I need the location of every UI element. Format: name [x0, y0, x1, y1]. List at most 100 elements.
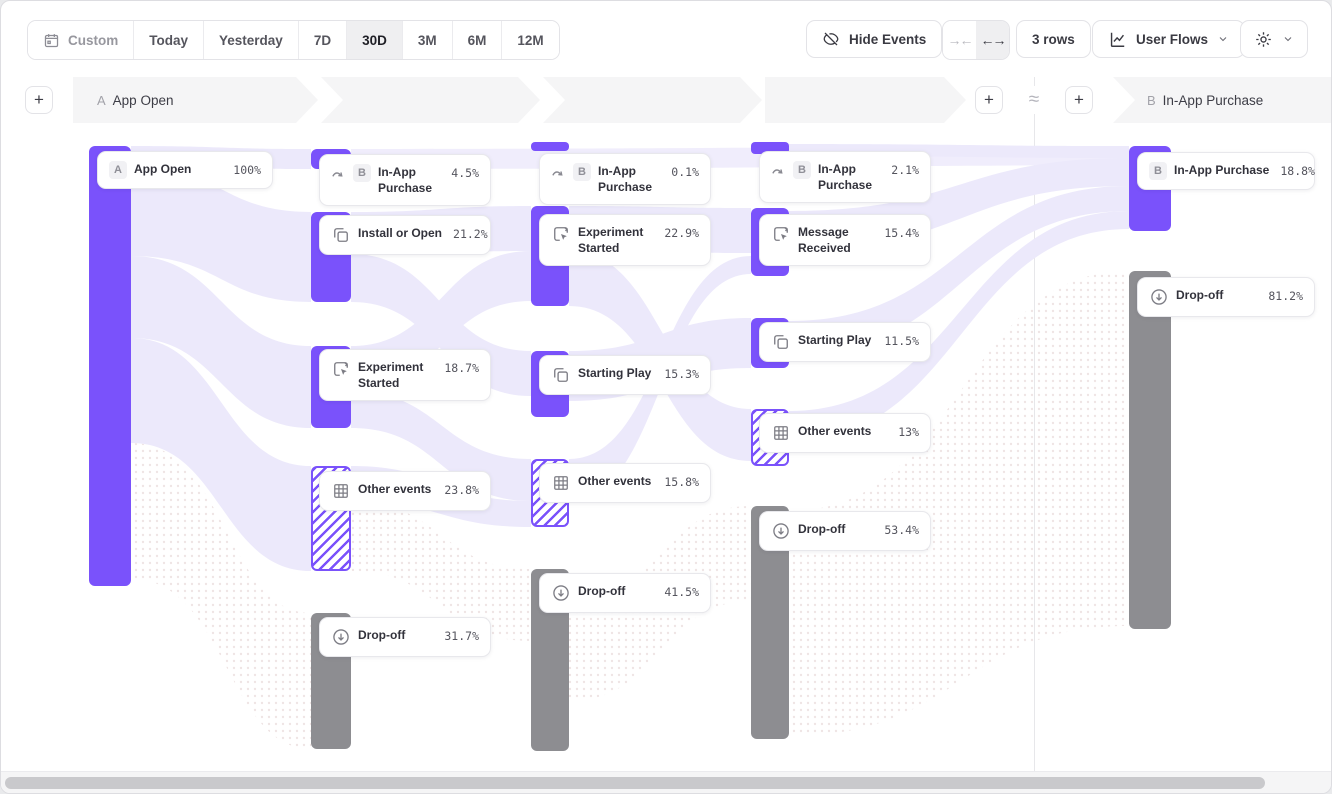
node-value: 21.2% — [453, 227, 488, 241]
date-range-yesterday[interactable]: Yesterday — [204, 21, 299, 59]
copies-icon — [554, 368, 568, 382]
date-range-30d[interactable]: 30D — [347, 21, 403, 59]
step-4-header[interactable] — [765, 77, 966, 123]
date-range-label: Custom — [68, 32, 119, 48]
node-card-drop-off[interactable]: Drop-off 53.4% — [759, 511, 931, 551]
node-value: 18.8% — [1280, 164, 1315, 178]
drop-off-icon — [333, 629, 349, 645]
step-3-header[interactable] — [543, 77, 762, 123]
node-label: App Open — [134, 162, 192, 176]
node-label: In-App Purchase — [818, 162, 873, 193]
experiment-icon — [554, 227, 568, 241]
scrollbar-thumb[interactable] — [5, 777, 1265, 789]
step-b-label: In-App Purchase — [1162, 92, 1264, 108]
node-label: Other events — [358, 482, 432, 496]
node-card-drop-off[interactable]: Drop-off 41.5% — [539, 573, 711, 613]
node-card-message-received[interactable]: Message Received 15.4% — [759, 214, 931, 267]
node-value: 15.4% — [884, 226, 919, 240]
node-label: Drop-off — [798, 522, 846, 536]
hide-events-button[interactable]: Hide Events — [806, 20, 943, 58]
horizontal-scrollbar — [1, 771, 1331, 793]
step-a-badge: A — [97, 92, 106, 108]
add-step-before-b-button[interactable]: + — [1065, 86, 1093, 114]
eye-off-icon — [823, 32, 839, 46]
node-value: 18.7% — [444, 361, 479, 375]
hide-events-label: Hide Events — [849, 31, 927, 47]
node-label: Starting Play — [578, 366, 652, 380]
node-card-drop-off-final[interactable]: Drop-off 81.2% — [1137, 277, 1315, 317]
node-card-experiment-started[interactable]: Experiment Started 18.7% — [319, 349, 491, 402]
date-range-7d[interactable]: 7D — [298, 21, 348, 59]
bar-stepb-drop-off[interactable] — [1129, 271, 1171, 629]
step-a-label: App Open — [112, 92, 174, 108]
skip-arrow-icon — [552, 171, 563, 176]
node-value: 11.5% — [884, 334, 919, 348]
rows-button[interactable]: 3 rows — [1016, 20, 1091, 58]
bar-step3-in-app-purchase[interactable] — [531, 142, 569, 151]
bar-step2-other-events[interactable] — [311, 466, 351, 571]
node-card-experiment-started[interactable]: Experiment Started 22.9% — [539, 214, 711, 267]
node-label: Message Received — [798, 225, 851, 256]
node-card-in-app-purchase[interactable]: B In-App Purchase 2.1% — [759, 151, 931, 204]
node-card-starting-play[interactable]: Starting Play 11.5% — [759, 322, 931, 362]
bar-step1-app-open[interactable] — [89, 146, 131, 586]
node-value: 15.8% — [664, 475, 699, 489]
calendar-icon — [44, 33, 59, 47]
rows-label: 3 rows — [1032, 31, 1075, 47]
gear-icon — [1256, 31, 1271, 47]
add-step-before-button[interactable]: + — [25, 86, 53, 114]
date-range-control: Custom Today Yesterday 7D 30D 3M 6M 12M — [27, 20, 560, 60]
node-card-in-app-purchase[interactable]: B In-App Purchase 4.5% — [319, 154, 491, 207]
event-b-badge: B — [1149, 162, 1167, 180]
node-card-other-events[interactable]: Other events 13% — [759, 413, 931, 453]
node-label: In-App Purchase — [378, 165, 433, 196]
node-card-app-open[interactable]: A App Open 100% — [97, 151, 273, 189]
skip-arrow-icon — [332, 172, 343, 177]
grid-icon — [334, 484, 348, 498]
experiment-icon — [774, 227, 788, 241]
step-a-header[interactable]: A App Open — [73, 77, 318, 123]
date-range-today[interactable]: Today — [134, 21, 205, 59]
date-range-custom[interactable]: Custom — [28, 21, 135, 59]
node-card-install-or-open[interactable]: Install or Open 21.2% — [319, 215, 491, 255]
step-b-header[interactable]: B In-App Purchase — [1113, 77, 1331, 123]
drop-off-icon — [1151, 289, 1167, 305]
settings-button[interactable] — [1240, 20, 1308, 58]
collapse-expand-control: →← ←→ — [942, 20, 1010, 60]
date-range-6m[interactable]: 6M — [452, 21, 503, 59]
node-value: 13% — [898, 425, 919, 439]
event-a-badge: A — [109, 161, 127, 179]
chart-icon — [1110, 32, 1125, 47]
view-selector-label: User Flows — [1136, 31, 1209, 47]
node-value: 41.5% — [664, 585, 699, 599]
add-step-after-button[interactable]: + — [975, 86, 1003, 114]
date-range-3m[interactable]: 3M — [402, 21, 453, 59]
view-selector-button[interactable]: User Flows — [1092, 20, 1246, 58]
node-card-in-app-purchase-final[interactable]: B In-App Purchase 18.8% — [1137, 152, 1315, 190]
node-value: 31.7% — [444, 629, 479, 643]
chevron-down-icon — [1219, 37, 1227, 42]
node-label: Experiment Started — [358, 360, 424, 391]
node-card-starting-play[interactable]: Starting Play 15.3% — [539, 355, 711, 395]
skip-arrow-icon — [772, 169, 783, 174]
node-label: In-App Purchase — [598, 164, 653, 195]
event-b-badge: B — [793, 161, 811, 179]
toolbar: Custom Today Yesterday 7D 30D 3M 6M 12M … — [1, 1, 1331, 73]
step-b-badge: B — [1147, 92, 1156, 108]
expand-columns-button[interactable]: ←→ — [976, 21, 1009, 59]
node-label: Drop-off — [578, 584, 626, 598]
node-card-drop-off[interactable]: Drop-off 31.7% — [319, 617, 491, 657]
node-label: Experiment Started — [578, 225, 644, 256]
node-value: 23.8% — [444, 483, 479, 497]
step-2-header[interactable] — [321, 77, 540, 123]
approx-icon: ≈ — [1021, 86, 1047, 114]
node-card-in-app-purchase[interactable]: B In-App Purchase 0.1% — [539, 153, 711, 206]
node-card-other-events[interactable]: Other events 15.8% — [539, 463, 711, 503]
grid-icon — [554, 476, 568, 490]
collapse-columns-button[interactable]: →← — [943, 21, 976, 59]
date-range-12m[interactable]: 12M — [502, 21, 559, 59]
node-card-other-events[interactable]: Other events 23.8% — [319, 471, 491, 511]
node-value: 81.2% — [1268, 289, 1303, 303]
copies-icon — [774, 335, 788, 349]
